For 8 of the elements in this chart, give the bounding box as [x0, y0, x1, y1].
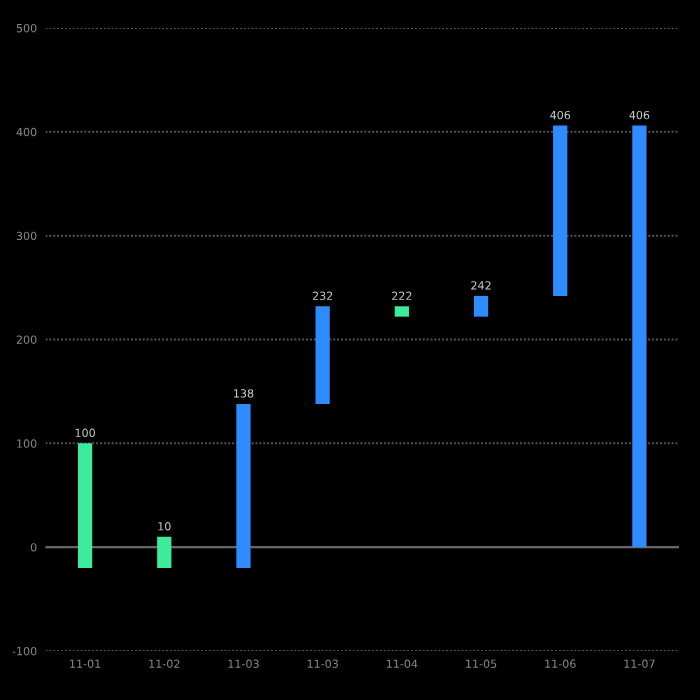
- bar: [632, 125, 647, 548]
- bar: [473, 295, 489, 317]
- bar: [553, 125, 568, 296]
- bar: [394, 306, 409, 317]
- bar: [157, 536, 172, 568]
- bar: [315, 306, 330, 404]
- bar: [77, 443, 93, 568]
- bar: [236, 403, 251, 568]
